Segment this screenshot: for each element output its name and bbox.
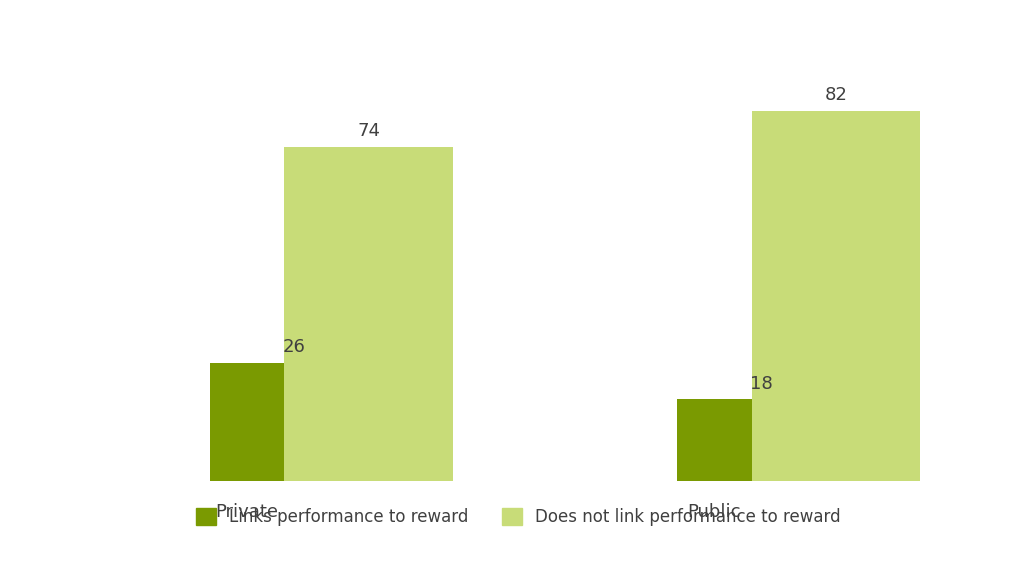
Text: Private: Private (215, 503, 278, 521)
Text: Public: Public (688, 503, 742, 521)
Bar (677, 399, 845, 481)
Legend: Links performance to reward, Does not link performance to reward: Links performance to reward, Does not li… (196, 508, 840, 526)
Text: 18: 18 (750, 374, 772, 393)
Bar (209, 363, 378, 481)
Text: 74: 74 (357, 122, 380, 140)
Text: 26: 26 (282, 339, 305, 356)
Text: 82: 82 (825, 86, 847, 104)
Bar (752, 111, 920, 481)
Bar (284, 146, 453, 481)
